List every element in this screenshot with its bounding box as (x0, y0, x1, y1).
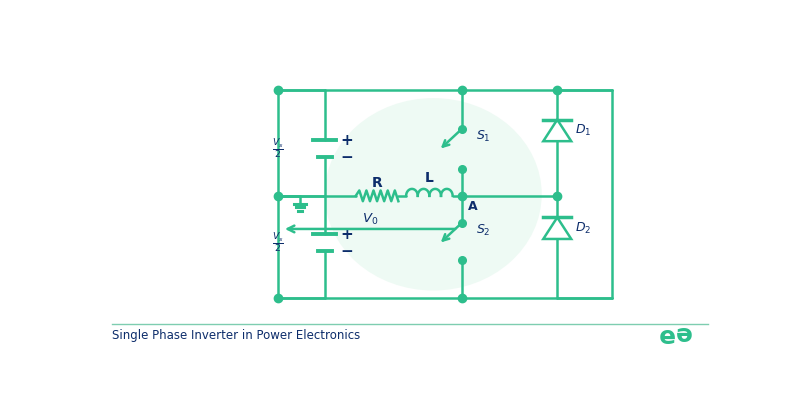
Text: L: L (425, 171, 434, 185)
Text: $D_1$: $D_1$ (575, 123, 592, 138)
Text: $V_0$: $V_0$ (362, 212, 378, 227)
Text: ə: ə (676, 323, 693, 347)
Text: ə: ə (658, 323, 674, 347)
Text: Single Phase Inverter in Power Electronics: Single Phase Inverter in Power Electroni… (112, 330, 360, 342)
Text: $\frac{V_s}{2}$: $\frac{V_s}{2}$ (272, 137, 284, 161)
Text: $\frac{V_s}{2}$: $\frac{V_s}{2}$ (272, 231, 284, 255)
Text: A: A (468, 200, 478, 213)
Text: +: + (340, 227, 353, 242)
Text: $S_1$: $S_1$ (475, 129, 490, 144)
Text: $S_2$: $S_2$ (475, 223, 490, 238)
Text: −: − (340, 150, 353, 165)
Text: $D_2$: $D_2$ (575, 221, 592, 236)
Text: R: R (372, 176, 382, 190)
Text: −: − (340, 244, 353, 259)
Text: +: + (340, 133, 353, 148)
Ellipse shape (325, 98, 542, 290)
